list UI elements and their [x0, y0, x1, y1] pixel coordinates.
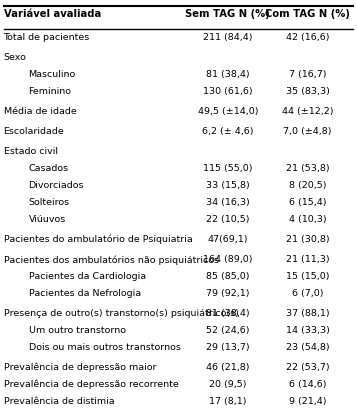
Text: 4 (10,3): 4 (10,3) — [289, 215, 327, 224]
Text: 79 (92,1): 79 (92,1) — [206, 289, 250, 298]
Text: 44 (±12,2): 44 (±12,2) — [282, 107, 333, 116]
Text: Média de idade: Média de idade — [4, 107, 76, 116]
Text: 115 (55,0): 115 (55,0) — [203, 164, 252, 173]
Text: Sexo: Sexo — [4, 53, 26, 62]
Text: 23 (54,8): 23 (54,8) — [286, 343, 330, 352]
Text: Pacientes dos ambulatórios não psiquiátricos: Pacientes dos ambulatórios não psiquiátr… — [4, 255, 218, 265]
Text: 6,2 (± 4,6): 6,2 (± 4,6) — [202, 127, 253, 136]
Text: 15 (15,0): 15 (15,0) — [286, 272, 330, 281]
Text: Prevalência de depressão recorrente: Prevalência de depressão recorrente — [4, 380, 178, 389]
Text: Dois ou mais outros transtornos: Dois ou mais outros transtornos — [29, 343, 180, 352]
Text: Estado civil: Estado civil — [4, 147, 57, 156]
Text: 130 (61,6): 130 (61,6) — [203, 87, 253, 96]
Text: Pacientes da Nefrologia: Pacientes da Nefrologia — [29, 289, 141, 298]
Text: 6 (14,6): 6 (14,6) — [289, 380, 327, 389]
Text: Solteiros: Solteiros — [29, 198, 70, 207]
Text: 42 (16,6): 42 (16,6) — [286, 33, 330, 42]
Text: 81 (38,4): 81 (38,4) — [206, 70, 250, 79]
Text: 6 (15,4): 6 (15,4) — [289, 198, 327, 207]
Text: 22 (53,7): 22 (53,7) — [286, 363, 330, 372]
Text: 7 (16,7): 7 (16,7) — [289, 70, 327, 79]
Text: 46 (21,8): 46 (21,8) — [206, 363, 250, 372]
Text: 21 (11,3): 21 (11,3) — [286, 255, 330, 264]
Text: 21 (53,8): 21 (53,8) — [286, 164, 330, 173]
Text: 47(69,1): 47(69,1) — [207, 235, 248, 244]
Text: 37 (88,1): 37 (88,1) — [286, 309, 330, 318]
Text: Viúuvos: Viúuvos — [29, 215, 66, 224]
Text: 14 (33,3): 14 (33,3) — [286, 326, 330, 335]
Text: 29 (13,7): 29 (13,7) — [206, 343, 250, 352]
Text: 9 (21,4): 9 (21,4) — [289, 397, 327, 406]
Text: 33 (15,8): 33 (15,8) — [206, 181, 250, 190]
Text: 22 (10,5): 22 (10,5) — [206, 215, 250, 224]
Text: Variável avaliada: Variável avaliada — [4, 9, 101, 19]
Text: 35 (83,3): 35 (83,3) — [286, 87, 330, 96]
Text: Divorciados: Divorciados — [29, 181, 84, 190]
Text: 49,5 (±14,0): 49,5 (±14,0) — [197, 107, 258, 116]
Text: 17 (8,1): 17 (8,1) — [209, 397, 247, 406]
Text: Sem TAG N (%): Sem TAG N (%) — [185, 9, 270, 19]
Text: Prevalência de distimia: Prevalência de distimia — [4, 397, 114, 406]
Text: 34 (16,3): 34 (16,3) — [206, 198, 250, 207]
Text: 7,0 (±4,8): 7,0 (±4,8) — [283, 127, 332, 136]
Text: Masculino: Masculino — [29, 70, 76, 79]
Text: 6 (7,0): 6 (7,0) — [292, 289, 323, 298]
Text: Pacientes do ambulatório de Psiquiatria: Pacientes do ambulatório de Psiquiatria — [4, 235, 192, 244]
Text: Feminino: Feminino — [29, 87, 71, 96]
Text: 211 (84,4): 211 (84,4) — [203, 33, 252, 42]
Text: 164 (89,0): 164 (89,0) — [203, 255, 252, 264]
Text: 81 (38,4): 81 (38,4) — [206, 309, 250, 318]
Text: 52 (24,6): 52 (24,6) — [206, 326, 250, 335]
Text: 85 (85,0): 85 (85,0) — [206, 272, 250, 281]
Text: 20 (9,5): 20 (9,5) — [209, 380, 247, 389]
Text: Prevalência de depressão maior: Prevalência de depressão maior — [4, 363, 156, 372]
Text: Escolaridade: Escolaridade — [4, 127, 64, 136]
Text: Presença de outro(s) transtorno(s) psiquiátrico(s): Presença de outro(s) transtorno(s) psiqu… — [4, 309, 238, 318]
Text: Total de pacientes: Total de pacientes — [4, 33, 90, 42]
Text: Pacientes da Cardiologia: Pacientes da Cardiologia — [29, 272, 146, 281]
Text: Casados: Casados — [29, 164, 69, 173]
Text: Um outro transtorno: Um outro transtorno — [29, 326, 126, 335]
Text: 21 (30,8): 21 (30,8) — [286, 235, 330, 244]
Text: 8 (20,5): 8 (20,5) — [289, 181, 327, 190]
Text: Com TAG N (%): Com TAG N (%) — [265, 9, 350, 19]
